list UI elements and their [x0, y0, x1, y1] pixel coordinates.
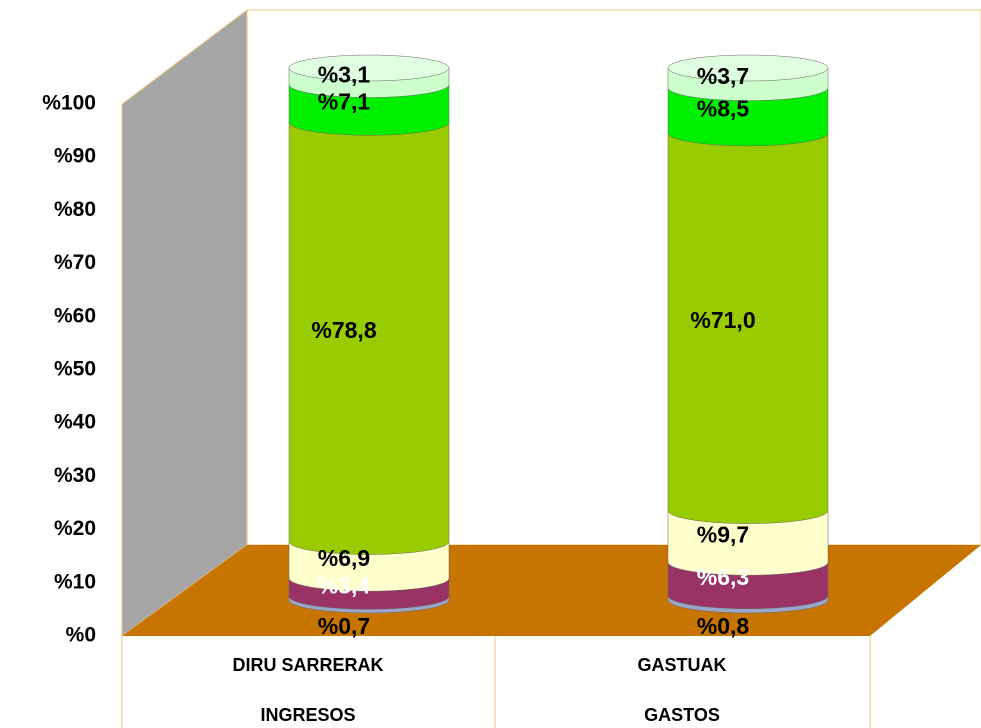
data-label: %0,7 — [318, 613, 370, 639]
floor — [122, 545, 981, 636]
table-grid — [121, 636, 871, 728]
data-label: %0,8 — [697, 613, 750, 639]
data-label: %9,7 — [697, 522, 749, 548]
data-label: %8,5 — [697, 95, 750, 121]
segment-body — [668, 132, 828, 511]
x-tick-label: GASTOS — [644, 705, 720, 725]
y-tick-label: %40 — [54, 411, 96, 434]
cylinder-segment — [667, 87, 829, 147]
cylinder-top — [288, 54, 450, 82]
y-tick-label: %90 — [54, 145, 96, 168]
x-tick-label: DIRU SARRERAK — [232, 655, 383, 675]
y-tick-label: %50 — [54, 358, 96, 381]
segment-body — [289, 122, 449, 542]
cylinder-segment — [667, 132, 829, 524]
data-label: %7,1 — [318, 88, 371, 114]
data-label: %71,0 — [690, 307, 755, 333]
cylinder-top — [667, 54, 829, 82]
y-tick-label: %70 — [54, 251, 96, 274]
data-label: %3,7 — [697, 63, 749, 89]
y-tick-label: %30 — [54, 464, 96, 487]
x-tick-label: GASTUAK — [638, 655, 727, 675]
cylinder-segment — [288, 122, 450, 555]
y-tick-label: %20 — [54, 517, 96, 540]
y-tick-label: %10 — [54, 570, 96, 593]
data-label: %78,8 — [311, 317, 376, 343]
data-label: %6,3 — [697, 564, 749, 590]
y-tick-label: %0 — [66, 624, 96, 647]
data-label: %6,9 — [318, 545, 370, 571]
x-tick-label: INGRESOS — [260, 705, 355, 725]
data-label: %3,1 — [318, 61, 371, 87]
side-wall — [121, 8, 248, 637]
data-label: %3,4 — [318, 572, 371, 598]
y-tick-label: %100 — [42, 92, 96, 115]
y-tick-label: %80 — [54, 198, 96, 221]
y-tick-label: %60 — [54, 304, 96, 327]
